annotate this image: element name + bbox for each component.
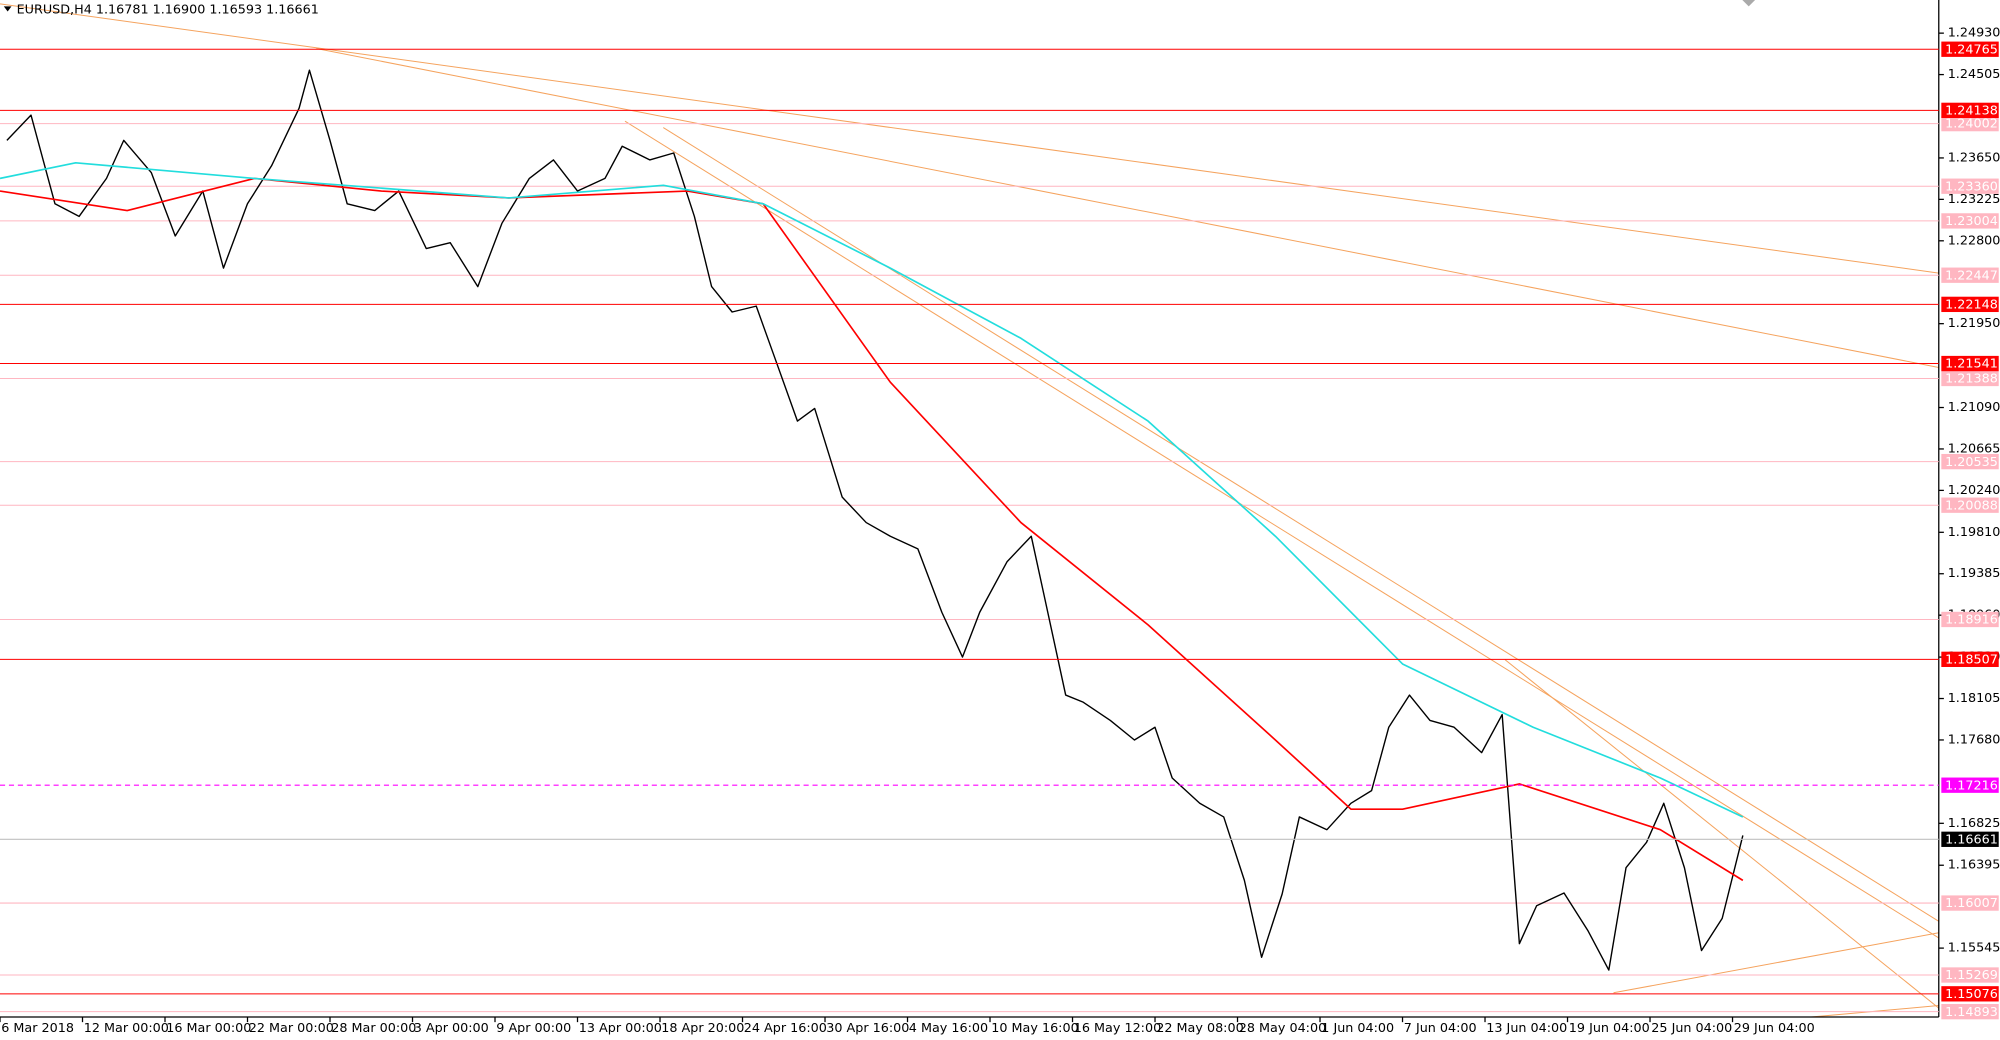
x-tick-label: 25 Jun 04:00	[1651, 1021, 1732, 1036]
y-tick-label: 1.21090	[1948, 400, 2000, 415]
y-tick-label: 1.22800	[1948, 233, 2000, 248]
x-tick-label: 16 May 12:00	[1074, 1021, 1161, 1036]
current-price-label-bg	[1941, 831, 1999, 847]
y-tick-label: 1.19385	[1948, 566, 2000, 581]
soft-level-label: 1.23360	[1945, 179, 1998, 194]
price-line	[0, 161, 1744, 818]
level-label: 1.21541	[1945, 357, 1998, 372]
y-tick-label: 1.16395	[1948, 858, 2000, 873]
soft-level-label: 1.16007	[1945, 896, 1998, 911]
soft-level-label: 1.22447	[1945, 268, 1998, 283]
x-tick-label: 16 Mar 00:00	[166, 1021, 251, 1036]
price-line	[0, 177, 1744, 882]
x-tick-label: 3 Apr 00:00	[414, 1021, 489, 1036]
level-label-bg	[1941, 651, 1999, 667]
soft-level-label-bg	[1941, 453, 1999, 470]
level-label: 1.24765	[1945, 42, 1998, 57]
y-tick-label: 1.20240	[1948, 483, 2000, 498]
soft-level-label: 1.18916	[1945, 613, 1998, 628]
soft-level-label-bg	[1941, 213, 1999, 229]
y-tick-label: 1.21950	[1948, 316, 2000, 331]
y-tick-label: 1.16825	[1948, 816, 2000, 831]
soft-level-label-bg	[1941, 267, 1999, 283]
x-tick-label: 19 Jun 04:00	[1569, 1021, 1650, 1036]
y-tick-label: 1.20665	[1948, 441, 2000, 456]
soft-level-label-bg	[1941, 178, 1999, 194]
trendline	[1613, 932, 1939, 994]
x-tick-label: 7 Jun 04:00	[1404, 1021, 1477, 1036]
x-tick-label: 13 Jun 04:00	[1486, 1021, 1567, 1036]
soft-level-label: 1.20088	[1945, 498, 1998, 513]
trendline	[0, 3, 1939, 274]
shift-marker	[1742, 0, 1756, 7]
soft-level-label: 1.23004	[1945, 214, 1998, 229]
y-tick-label: 1.23225	[1948, 192, 2000, 207]
x-tick-label: 24 Apr 16:00	[744, 1021, 827, 1036]
y-tick-label: 1.18105	[1948, 691, 2000, 706]
x-tick-label: 10 May 16:00	[991, 1021, 1078, 1036]
trendline	[1504, 659, 1940, 1009]
level-label-bg	[1941, 102, 1999, 119]
x-tick-label: 6 Mar 2018	[1, 1021, 74, 1036]
dashed-level-label-bg	[1941, 777, 1999, 793]
soft-level-label-bg	[1941, 1004, 1999, 1020]
soft-level-label-bg	[1941, 115, 1999, 132]
soft-level-label-bg	[1941, 895, 1999, 911]
y-tick-label: 1.15545	[1948, 941, 2000, 956]
x-tick-label: 12 Mar 00:00	[84, 1021, 169, 1036]
chart-header: EURUSD,H4 1.16781 1.16900 1.16593 1.1666…	[17, 3, 319, 18]
x-tick-label: 22 May 08:00	[1156, 1021, 1243, 1036]
soft-level-label: 1.21388	[1945, 372, 1998, 387]
level-label: 1.24138	[1945, 103, 1998, 118]
soft-level-label-bg	[1941, 497, 1999, 513]
y-tick-label: 1.24930	[1948, 26, 2000, 41]
dashed-level-label: 1.17216	[1945, 778, 1998, 793]
soft-level-label: 1.14893	[1945, 1005, 1998, 1020]
level-label-bg	[1941, 41, 1999, 57]
soft-level-label-bg	[1941, 370, 1999, 387]
level-label: 1.15076	[1945, 987, 1998, 1002]
x-tick-label: 29 Jun 04:00	[1734, 1021, 1815, 1036]
x-tick-label: 13 Apr 00:00	[579, 1021, 662, 1036]
y-tick-label: 1.23650	[1948, 150, 2000, 165]
trendline	[624, 120, 1940, 939]
level-label: 1.18507	[1945, 652, 1998, 667]
level-label-bg	[1941, 986, 1999, 1002]
soft-level-label: 1.20535	[1945, 455, 1998, 470]
y-tick-label: 1.24505	[1948, 67, 2000, 82]
soft-level-label-bg	[1941, 967, 1999, 983]
x-tick-label: 28 Mar 00:00	[331, 1021, 416, 1036]
level-label-bg	[1941, 296, 1999, 313]
soft-level-label: 1.24002	[1945, 117, 1998, 132]
x-tick-label: 30 Apr 16:00	[826, 1021, 909, 1036]
x-tick-label: 9 Apr 00:00	[496, 1021, 571, 1036]
y-tick-label: 1.17680	[1948, 732, 2000, 747]
x-tick-label: 28 May 04:00	[1239, 1021, 1326, 1036]
soft-level-label: 1.15269	[1945, 968, 1998, 983]
current-price-label: 1.16661	[1945, 832, 1998, 847]
header-arrow	[3, 6, 12, 12]
level-label: 1.22148	[1945, 298, 1998, 313]
trendline	[316, 47, 1939, 369]
y-tick-label: 1.19810	[1948, 525, 2000, 540]
x-tick-label: 1 Jun 04:00	[1321, 1021, 1394, 1036]
x-tick-label: 4 May 16:00	[909, 1021, 988, 1036]
price-line	[6, 69, 1744, 971]
level-label-bg	[1941, 355, 1999, 372]
x-tick-label: 22 Mar 00:00	[249, 1021, 334, 1036]
soft-level-label-bg	[1941, 611, 1999, 628]
x-tick-label: 18 Apr 20:00	[661, 1021, 744, 1036]
